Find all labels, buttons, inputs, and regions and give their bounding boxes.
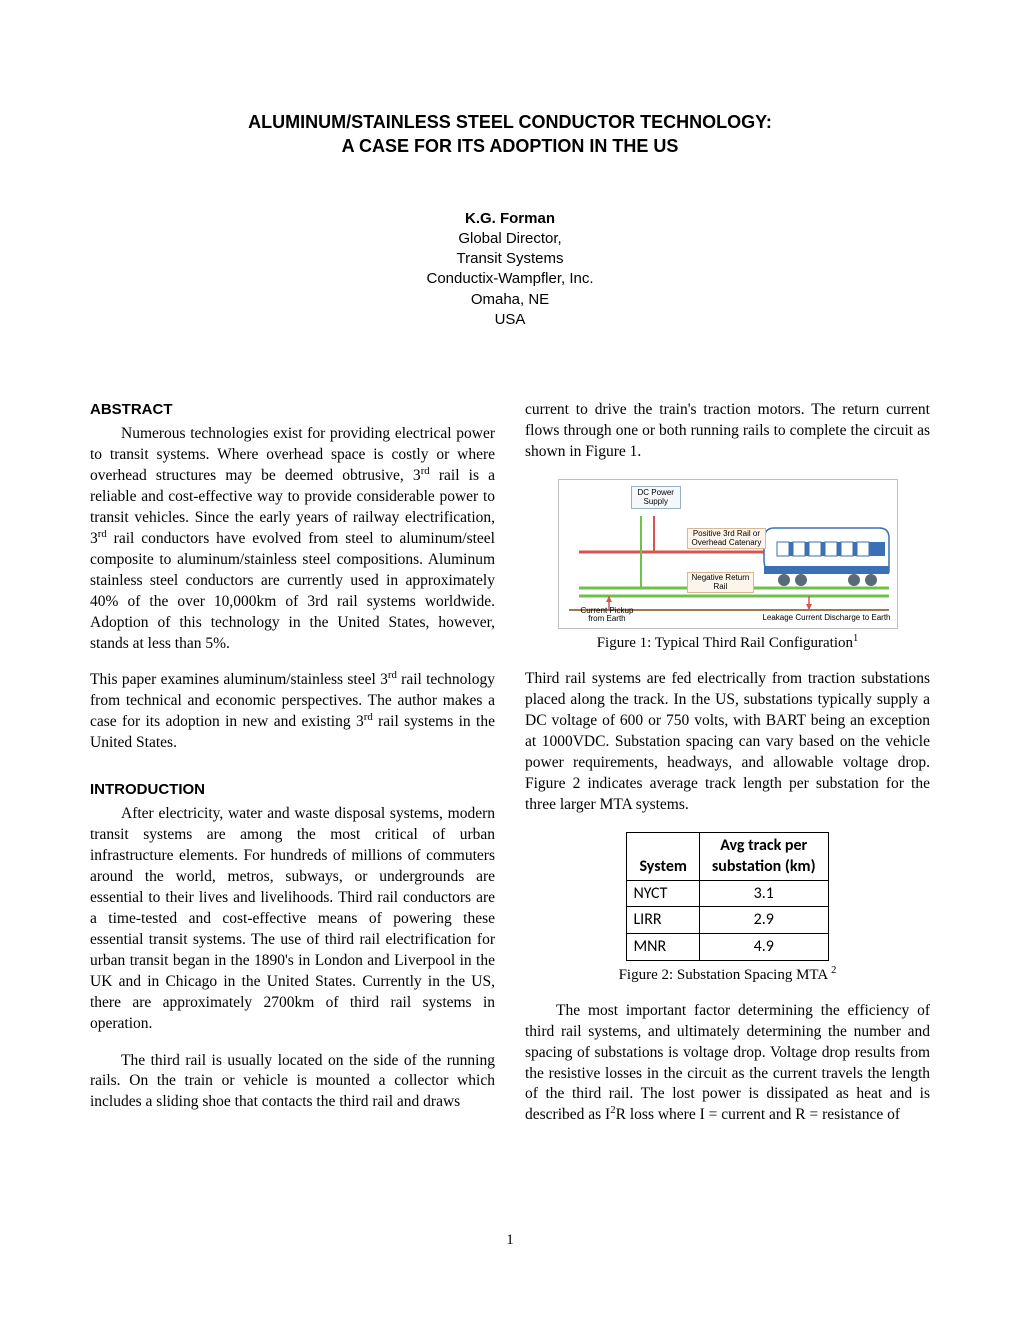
two-column-body: ABSTRACT Numerous technologies exist for… [90, 400, 930, 1126]
col2-para-1: current to drive the train's traction mo… [525, 400, 930, 463]
sup-rd: rd [421, 465, 430, 477]
table-header-value: Avg track persubstation (km) [699, 832, 828, 880]
col2-p3-b: R loss where I = current and R = resista… [616, 1106, 900, 1123]
table-row: LIRR 2.9 [627, 907, 828, 934]
figure-2-caption: Figure 2: Substation Spacing MTA 2 [525, 965, 930, 985]
table-cell-value-1: 2.9 [699, 907, 828, 934]
abstract-para-2: This paper examines aluminum/stainless s… [90, 670, 495, 754]
figure-1-diagram: DC PowerSupply [558, 479, 898, 629]
figure-1: DC PowerSupply [525, 479, 930, 653]
figure-2-table: System Avg track persubstation (km) NYCT… [626, 832, 828, 961]
table-header-system: System [627, 832, 699, 880]
author-line-4: USA [90, 310, 930, 330]
positive-rail-label: Positive 3rd Rail orOverhead Catenary [687, 528, 767, 550]
abstract-para-1: Numerous technologies exist for providin… [90, 424, 495, 654]
author-line-0: Global Director, [90, 229, 930, 249]
table-cell-value-2: 4.9 [699, 933, 828, 960]
figure-1-caption: Figure 1: Typical Third Rail Configurati… [525, 633, 930, 653]
title-line-2: A CASE FOR ITS ADOPTION IN THE US [90, 134, 930, 158]
table-cell-system-2: MNR [627, 933, 699, 960]
figure-1-caption-sup: 1 [853, 633, 858, 644]
title-block: ALUMINUM/STAINLESS STEEL CONDUCTOR TECHN… [90, 110, 930, 159]
author-line-3: Omaha, NE [90, 290, 930, 310]
figure-2: System Avg track persubstation (km) NYCT… [525, 832, 930, 985]
intro-para-2: The third rail is usually located on the… [90, 1051, 495, 1114]
current-pickup-label: Current Pickupfrom Earth [581, 607, 634, 624]
table-row: NYCT 3.1 [627, 880, 828, 907]
left-column: ABSTRACT Numerous technologies exist for… [90, 400, 495, 1126]
right-column: current to drive the train's traction mo… [525, 400, 930, 1126]
page-number: 1 [90, 1230, 930, 1250]
author-line-2: Conductix-Wampfler, Inc. [90, 269, 930, 289]
abstract-p1-c: rail conductors have evolved from steel … [90, 530, 495, 652]
abstract-p2-a: This paper examines aluminum/stainless s… [90, 671, 388, 688]
title-line-1: ALUMINUM/STAINLESS STEEL CONDUCTOR TECHN… [90, 110, 930, 134]
abstract-heading: ABSTRACT [90, 400, 495, 420]
intro-para-1: After electricity, water and waste dispo… [90, 804, 495, 1034]
negative-rail-label: Negative ReturnRail [687, 572, 755, 594]
introduction-heading: INTRODUCTION [90, 780, 495, 800]
table-cell-system-0: NYCT [627, 880, 699, 907]
figure-2-caption-text: Figure 2: Substation Spacing MTA [619, 967, 832, 983]
leakage-label: Leakage Current Discharge to Earth [762, 613, 890, 624]
table-header-system-text: System [639, 857, 686, 876]
table-row: MNR 4.9 [627, 933, 828, 960]
sup-rd: rd [98, 528, 107, 540]
author-block: K.G. Forman Global Director, Transit Sys… [90, 209, 930, 331]
figure-2-caption-sup: 2 [831, 965, 836, 976]
table-cell-system-1: LIRR [627, 907, 699, 934]
author-name: K.G. Forman [90, 209, 930, 229]
col2-para-3: The most important factor determining th… [525, 1001, 930, 1127]
sup-rd: rd [388, 669, 397, 681]
author-line-1: Transit Systems [90, 249, 930, 269]
table-cell-value-0: 3.1 [699, 880, 828, 907]
train-icon [764, 528, 889, 586]
col2-para-2: Third rail systems are fed electrically … [525, 669, 930, 815]
figure-1-caption-text: Figure 1: Typical Third Rail Configurati… [597, 635, 853, 651]
sup-rd: rd [364, 711, 373, 723]
